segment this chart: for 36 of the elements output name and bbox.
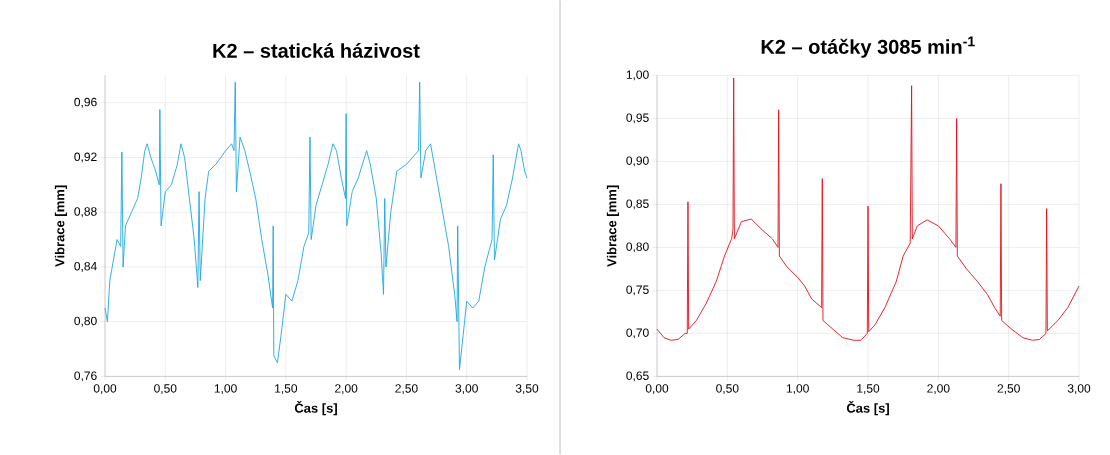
x-tick-label: 2,50: [997, 384, 1020, 395]
y-tick-label: 0,92: [74, 152, 97, 163]
x-tick-label: 3,50: [515, 384, 539, 395]
x-axis-title: Čas [s]: [846, 401, 889, 416]
x-tick-label: 1,50: [857, 384, 880, 395]
y-tick-label: 0,80: [74, 316, 97, 327]
x-tick-label: 2,00: [335, 384, 358, 395]
x-tick-label: 2,50: [395, 384, 418, 395]
y-tick-label: 0,76: [74, 371, 97, 382]
y-tick-label: 0,90: [626, 156, 649, 167]
y-tick-label: 1,00: [626, 70, 649, 81]
x-tick-label: 1,00: [214, 384, 237, 395]
x-tick-label: 1,50: [275, 384, 298, 395]
x-tick-label: 0,50: [154, 384, 177, 395]
x-tick-label: 1,00: [786, 384, 809, 395]
line-series: [656, 77, 1080, 341]
y-tick-label: 0,80: [626, 242, 649, 253]
x-axis-title: Čas [s]: [294, 401, 337, 416]
x-tick-label: 3,00: [455, 384, 478, 395]
x-tick-label: 0,00: [645, 384, 669, 395]
y-tick-label: 0,88: [74, 207, 97, 218]
y-tick-label: 0,84: [74, 262, 97, 272]
y-tick-label: 0,95: [626, 113, 649, 124]
x-tick-label: 0,50: [716, 384, 739, 395]
x-tick-label: 0,00: [93, 384, 117, 395]
y-tick-label: 0,75: [626, 285, 649, 296]
y-tick-label: 0,65: [626, 371, 649, 382]
x-tick-label: 3,00: [1067, 384, 1091, 395]
y-tick-label: 0,70: [626, 328, 649, 339]
y-axis-title: Vibrace [mm]: [606, 185, 619, 267]
chart-title: K2 – otáčky 3085 min$^{-1}$: [761, 36, 975, 58]
y-axis-title: Vibrace [mm]: [54, 185, 67, 267]
y-tick-label: 0,96: [74, 97, 97, 108]
y-tick-label: 0,85: [626, 199, 649, 210]
x-tick-label: 2,00: [927, 384, 950, 395]
chart-title: K2 – statická házivost: [213, 43, 420, 58]
